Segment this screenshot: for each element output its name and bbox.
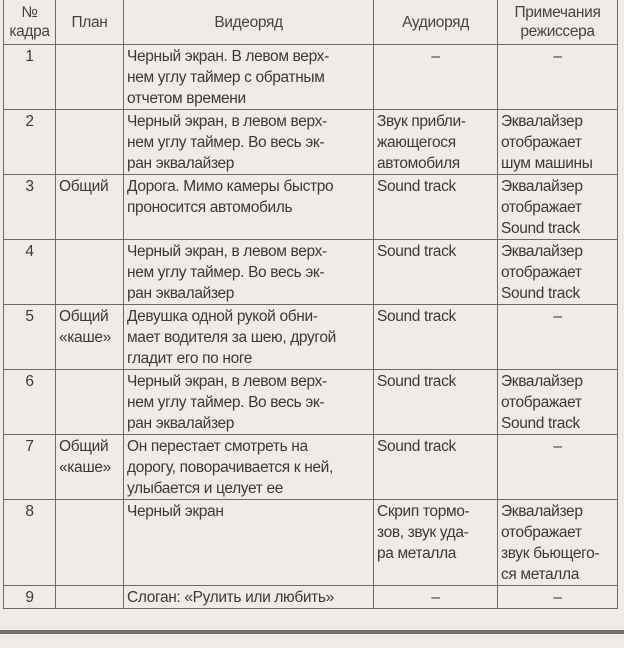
table-row: 9 Слоган: «Рулить или любить» – –	[3, 584, 618, 609]
notes-cell: Эквалайзер отображает шум машины	[497, 108, 618, 175]
table-row: 3 Общий Дорога. Мимо камеры быстро проноси…	[3, 173, 618, 240]
plan-cell	[55, 498, 124, 586]
header-video: Видеоряд	[123, 0, 374, 45]
notes-cell: –	[497, 43, 618, 110]
video-cell: Черный экран, в левом верх- нем углу тай…	[123, 238, 374, 305]
frame-number-cell: 1	[3, 43, 56, 110]
notes-cell: –	[497, 433, 618, 500]
storyboard-table: № кадра План Видеоряд Аудиоряд Примечани…	[3, 0, 618, 609]
table-row: 7 Общий «каше» Он перестает смотреть на до…	[3, 433, 618, 500]
table-row: 8 Черный экран Скрип тормо- зов, звук уда-…	[3, 498, 618, 586]
header-notes: Примечания режиссера	[497, 0, 618, 45]
plan-cell: Общий	[55, 173, 124, 240]
header-audio: Аудиоряд	[373, 0, 498, 45]
video-cell: Черный экран, в левом верх- нем углу тай…	[123, 108, 374, 175]
video-cell: Девушка одной рукой обни- мает водителя …	[123, 303, 374, 370]
frame-number-cell: 5	[3, 303, 56, 370]
plan-cell	[55, 43, 124, 110]
notes-cell: Эквалайзер отображает звук бьющего- ся м…	[497, 498, 618, 586]
plan-cell	[55, 238, 124, 305]
plan-cell: Общий «каше»	[55, 433, 124, 500]
frame-number-cell: 7	[3, 433, 56, 500]
audio-cell: Sound track	[373, 238, 498, 305]
table-row: 6 Черный экран, в левом верх- нем углу та…	[3, 368, 618, 435]
header-row: № кадра План Видеоряд Аудиоряд Примечани…	[3, 0, 618, 45]
table-row: 1 Черный экран. В левом верх- нем углу та…	[3, 43, 618, 110]
notes-cell: Эквалайзер отображает Sound track	[497, 238, 618, 305]
audio-cell: Sound track	[373, 368, 498, 435]
audio-cell: Sound track	[373, 433, 498, 500]
plan-cell	[55, 108, 124, 175]
audio-cell: –	[373, 584, 498, 609]
notes-cell: –	[497, 303, 618, 370]
page-divider	[0, 630, 624, 634]
plan-cell: Общий «каше»	[55, 303, 124, 370]
table-row: 5 Общий «каше» Девушка одной рукой обни- м…	[3, 303, 618, 370]
frame-number-cell: 3	[3, 173, 56, 240]
audio-cell: Скрип тормо- зов, звук уда- ра металла	[373, 498, 498, 586]
frame-number-cell: 4	[3, 238, 56, 305]
video-cell: Слоган: «Рулить или любить»	[123, 584, 374, 609]
plan-cell	[55, 584, 124, 609]
video-cell: Черный экран, в левом верх- нем углу тай…	[123, 368, 374, 435]
audio-cell: Звук прибли- жающегося автомобиля	[373, 108, 498, 175]
video-cell: Дорога. Мимо камеры быстро проносится ав…	[123, 173, 374, 240]
frame-number-cell: 8	[3, 498, 56, 586]
audio-cell: Sound track	[373, 303, 498, 370]
frame-number-cell: 2	[3, 108, 56, 175]
header-frame-number: № кадра	[3, 0, 56, 45]
video-cell: Черный экран	[123, 498, 374, 586]
frame-number-cell: 6	[3, 368, 56, 435]
notes-cell: Эквалайзер отображает Sound track	[497, 173, 618, 240]
audio-cell: Sound track	[373, 173, 498, 240]
notes-cell: –	[497, 584, 618, 609]
frame-number-cell: 9	[3, 584, 56, 609]
table-row: 4 Черный экран, в левом верх- нем углу та…	[3, 238, 618, 305]
header-plan: План	[55, 0, 124, 45]
table-row: 2 Черный экран, в левом верх- нем углу та…	[3, 108, 618, 175]
notes-cell: Эквалайзер отображает Sound track	[497, 368, 618, 435]
audio-cell: –	[373, 43, 498, 110]
video-cell: Черный экран. В левом верх- нем углу тай…	[123, 43, 374, 110]
plan-cell	[55, 368, 124, 435]
video-cell: Он перестает смотреть на дорогу, поворач…	[123, 433, 374, 500]
